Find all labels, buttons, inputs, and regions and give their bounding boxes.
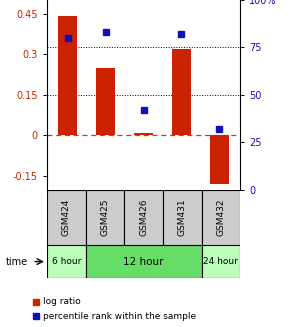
Text: 24 hour: 24 hour [203, 257, 239, 266]
Bar [172, 49, 191, 135]
Text: GSM426: GSM426 [139, 199, 148, 236]
Bar [202, 245, 240, 278]
Text: time: time [6, 257, 28, 267]
Text: GSM432: GSM432 [217, 199, 225, 236]
Bar [86, 245, 202, 278]
Text: 6 hour: 6 hour [52, 257, 81, 266]
Text: GSM424: GSM424 [62, 199, 71, 236]
Text: GSM425: GSM425 [100, 199, 109, 236]
Bar [210, 135, 229, 184]
Text: log ratio: log ratio [43, 297, 80, 306]
Bar [163, 190, 202, 245]
Bar [124, 190, 163, 245]
Text: 12 hour: 12 hour [123, 257, 164, 267]
Text: percentile rank within the sample: percentile rank within the sample [43, 312, 196, 321]
Bar [202, 190, 240, 245]
Bar [86, 190, 124, 245]
Bar [47, 245, 86, 278]
Bar [96, 68, 115, 135]
Bar [58, 16, 77, 135]
Text: GSM431: GSM431 [178, 198, 187, 236]
Bar [47, 190, 86, 245]
Bar [134, 133, 153, 135]
